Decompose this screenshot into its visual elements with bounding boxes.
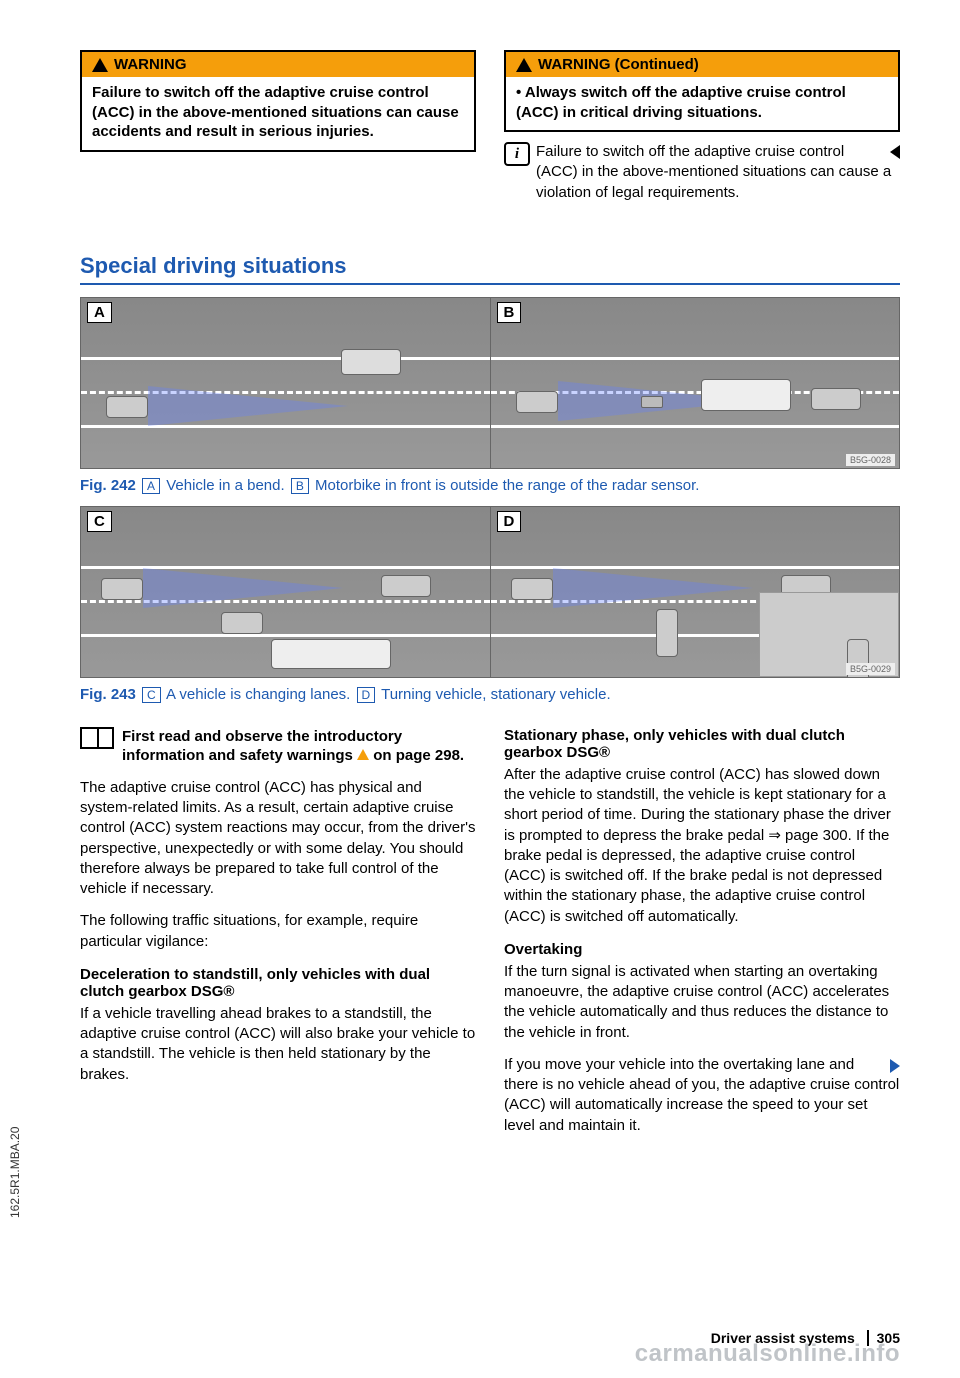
caption-box-c: C [142,687,161,703]
right-p3: If you move your vehicle into the overta… [504,1056,899,1134]
figure-242-panel-a: A [81,298,490,468]
info-note-row: i Failure to switch off the adaptive cru… [504,142,900,203]
figure-242-panel-b: B B5G-0028 [490,298,900,468]
section-title: Special driving situations [80,253,900,285]
figure-242-number: Fig. 242 [80,477,136,494]
left-column: First read and observe the introductory … [80,713,476,1136]
figure-242: A B B5G-0028 [80,297,900,469]
caption-243-d: Turning vehicle, stationary vehicle. [381,686,611,703]
figure-242-caption: Fig. 242 A Vehicle in a bend. B Motorbik… [80,477,900,494]
right-p2: If the turn signal is activated when sta… [504,962,900,1043]
warning-box-1: WARNING Failure to switch off the adapti… [80,50,476,152]
caption-243-c: A vehicle is changing lanes. [166,686,350,703]
warning-2-header: WARNING (Continued) [506,52,898,77]
continuation-right-icon [890,1059,900,1073]
warning-triangle-icon [516,58,532,72]
panel-label-c: C [87,511,112,532]
side-doc-code: 162.5R1.MBA.20 [8,1127,22,1218]
continuation-left-icon [890,145,900,159]
left-p1: The adaptive cruise control (ACC) has ph… [80,778,476,900]
left-p3: If a vehicle travelling ahead brakes to … [80,1004,476,1085]
right-h2: Overtaking [504,941,900,958]
left-p2: The following traffic situations, for ex… [80,911,476,952]
warning-2-body: Always switch off the adaptive cruise co… [506,77,898,130]
figure-243-panel-d: D B5G-0029 [490,507,900,677]
figure-243-code: B5G-0029 [846,663,895,675]
intro-note: First read and observe the introductory … [80,727,476,766]
warning-box-2: WARNING (Continued) Always switch off th… [504,50,900,132]
right-p3-wrap: If you move your vehicle into the overta… [504,1055,900,1136]
caption-box-a: A [142,478,160,494]
figure-243-number: Fig. 243 [80,686,136,703]
left-h1: Deceleration to standstill, only vehicle… [80,966,476,1000]
info-note-text: Failure to switch off the adaptive cruis… [536,143,891,201]
warning-1-header: WARNING [82,52,474,77]
right-p1: After the adaptive cruise control (ACC) … [504,765,900,927]
right-column: Stationary phase, only vehicles with dua… [504,713,900,1136]
top-warning-row: WARNING Failure to switch off the adapti… [80,50,900,203]
warning-2-bullet: Always switch off the adaptive cruise co… [516,83,888,122]
right-h1: Stationary phase, only vehicles with dua… [504,727,900,761]
intro-page: on page 298. [373,747,464,764]
figure-243: C D B5G-0029 [80,506,900,678]
warning-inline-icon [357,749,369,760]
figure-243-caption: Fig. 243 C A vehicle is changing lanes. … [80,686,900,703]
warning-triangle-icon [92,58,108,72]
figure-243-panel-c: C [81,507,490,677]
caption-242-b: Motorbike in front is outside the range … [315,477,699,494]
panel-label-d: D [497,511,522,532]
warning-2-title: WARNING (Continued) [538,56,699,73]
warning-1-title: WARNING [114,56,187,73]
caption-242-a: Vehicle in a bend. [166,477,284,494]
body-columns: First read and observe the introductory … [80,713,900,1136]
info-icon: i [504,142,530,166]
panel-label-b: B [497,302,522,323]
caption-box-d: D [357,687,376,703]
panel-label-a: A [87,302,112,323]
caption-box-b: B [291,478,309,494]
figure-242-code: B5G-0028 [846,454,895,466]
watermark: carmanualsonline.info [635,1340,900,1368]
book-icon [80,727,114,749]
warning-1-body: Failure to switch off the adaptive cruis… [82,77,474,150]
